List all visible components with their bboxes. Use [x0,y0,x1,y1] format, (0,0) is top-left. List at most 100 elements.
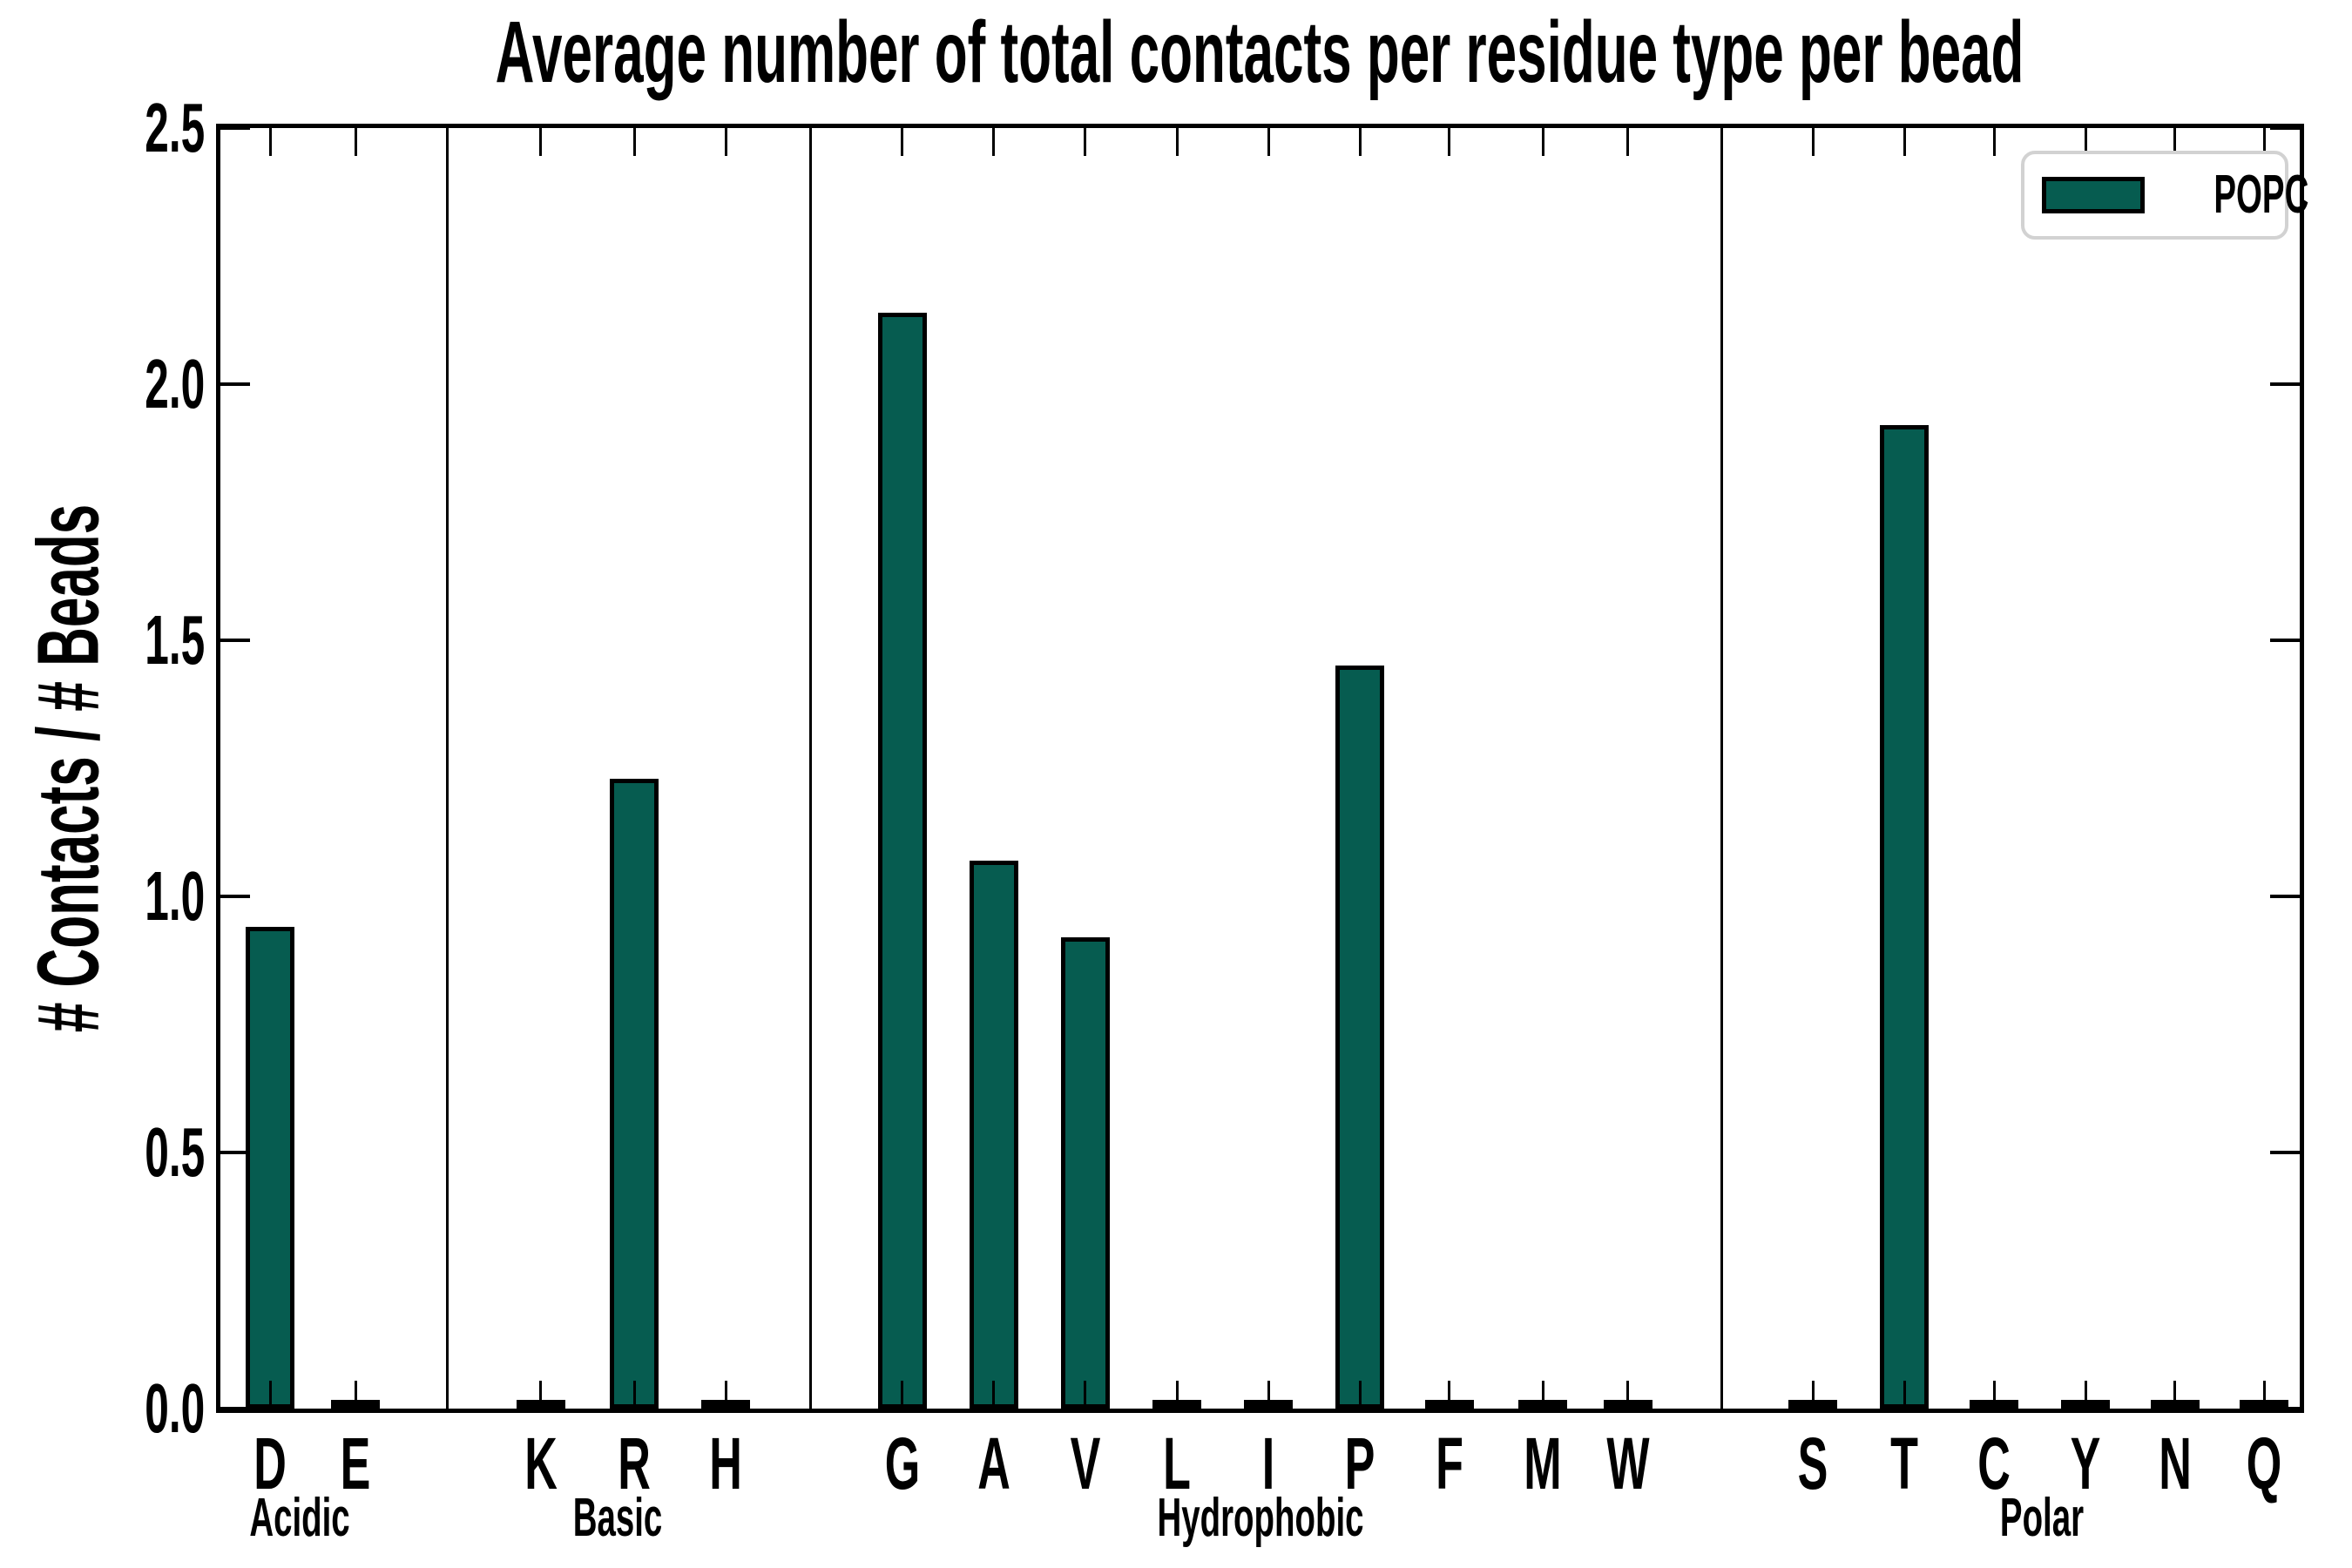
group-label-hydrophobic: Hydrophobic [1093,1491,1426,1545]
x-tick [1992,128,1996,156]
x-tick [2262,1381,2266,1409]
x-tick [1448,128,1451,156]
group-label-acidic: Acidic [219,1491,381,1545]
x-tick [1448,1381,1451,1409]
plot-area [216,124,2304,1413]
y-tick [2270,1407,2300,1410]
x-tick-label-text: R [618,1423,651,1504]
bar-R [610,778,659,1409]
y-tick-label-text: 1.0 [145,857,205,935]
x-tick-label-text: F [1435,1423,1463,1504]
chart-title: Average number of total contacts per res… [27,7,2352,98]
y-tick [2270,1151,2300,1154]
bar-T [1880,425,1930,1409]
y-tick [2270,126,2300,130]
y-tick-label: 2.5 [108,93,205,163]
x-tick-label-F: F [1427,1427,1471,1500]
x-tick-label-L: L [1154,1427,1199,1500]
x-tick [992,128,996,156]
x-tick-label-T: T [1882,1427,1927,1500]
x-tick [539,1381,543,1409]
x-tick-label-text: H [709,1423,742,1504]
x-tick [632,128,636,156]
x-tick-label-N: N [2148,1427,2201,1500]
x-tick [992,1381,996,1409]
x-tick [268,1381,272,1409]
y-tick-label-text: 1.5 [145,601,205,679]
x-tick [2084,1381,2087,1409]
y-axis-label: # Contacts / # Beads [19,504,117,1032]
x-tick-label-text: M [1524,1423,1562,1504]
y-tick [2270,639,2300,642]
group-divider [445,128,449,1409]
bar-V [1060,937,1110,1409]
x-tick-label-text: V [1070,1423,1101,1504]
x-tick [1903,1381,1906,1409]
legend-swatch-popc [2042,177,2145,213]
x-tick [1084,128,1087,156]
legend-label: POPC [2185,168,2338,222]
x-tick [1626,128,1630,156]
x-tick-label-text: C [1977,1423,2011,1504]
x-tick [268,128,272,156]
x-tick-label-W: W [1593,1427,1662,1500]
group-label-text: Acidic [249,1488,350,1548]
x-tick-label-text: L [1163,1423,1191,1504]
y-tick-label: 2.0 [108,349,205,419]
y-tick [220,639,250,642]
y-tick [220,126,250,130]
x-tick [539,128,543,156]
x-tick [2084,128,2087,156]
x-tick-label-M: M [1512,1427,1573,1500]
y-tick-label-text: 2.5 [145,89,205,166]
x-tick-label-G: G [874,1427,930,1500]
x-tick-label-text: A [977,1423,1010,1504]
x-tick-label-A: A [968,1427,1021,1500]
x-tick [901,1381,904,1409]
y-tick-label-text: 0.0 [145,1369,205,1447]
x-tick-label-I: I [1258,1427,1278,1500]
x-tick-label-text: T [1890,1423,1919,1504]
x-tick-label-C: C [1968,1427,2021,1500]
chart-title-text: Average number of total contacts per res… [495,3,2024,101]
x-tick [1541,128,1544,156]
x-tick-label-text: D [253,1423,287,1504]
x-tick [1541,1381,1544,1409]
y-tick [220,1151,250,1154]
x-tick-label-V: V [1061,1427,1110,1500]
x-tick [354,1381,357,1409]
x-tick [1267,128,1270,156]
x-tick-label-text: N [2158,1423,2192,1504]
bar-D [246,927,295,1409]
x-tick-label-text: G [884,1423,921,1504]
y-tick [220,382,250,386]
x-tick [724,128,727,156]
x-tick-label-H: H [700,1427,753,1500]
y-tick [2270,895,2300,898]
y-tick [220,1407,250,1410]
x-tick-label-text: I [1261,1423,1275,1504]
y-tick-label: 0.0 [108,1374,205,1443]
x-tick [1267,1381,1270,1409]
group-label-text: Hydrophobic [1156,1488,1364,1548]
x-tick [1358,128,1362,156]
group-divider [1720,128,1723,1409]
x-tick-label-P: P [1335,1427,1384,1500]
x-tick [2262,128,2266,156]
x-tick [1992,1381,1996,1409]
group-label-basic: Basic [545,1491,689,1545]
x-tick-label-text: E [340,1423,371,1504]
y-tick-label-text: 2.0 [145,345,205,422]
x-tick [1175,1381,1179,1409]
x-tick [2173,1381,2177,1409]
y-axis-label-text: # Contacts / # Beads [19,504,117,1032]
group-divider [809,128,813,1409]
y-tick-label: 1.5 [108,605,205,675]
x-tick [1358,1381,1362,1409]
x-tick [354,128,357,156]
y-tick-label: 1.0 [108,862,205,931]
x-tick-label-D: D [244,1427,297,1500]
legend-label-text: POPC [2213,165,2309,225]
x-tick [1811,1381,1815,1409]
x-tick [901,128,904,156]
